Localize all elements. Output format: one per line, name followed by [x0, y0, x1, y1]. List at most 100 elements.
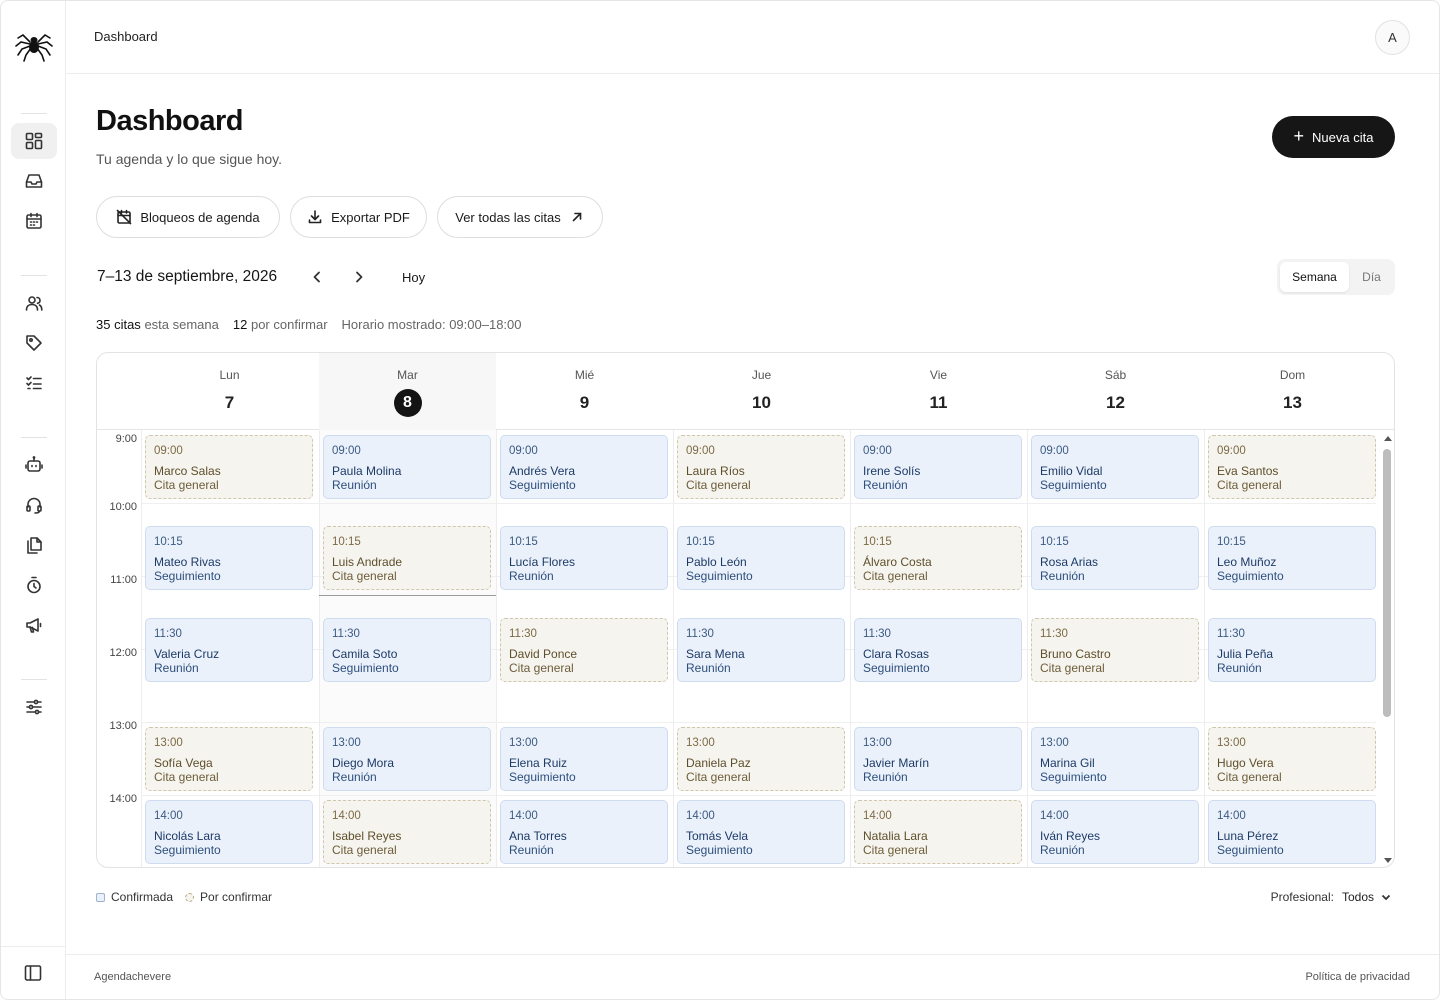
appointment-time: 09:00 — [509, 445, 538, 457]
appointment-card[interactable]: 11:30 Sara Mena Reunión — [677, 618, 845, 682]
appointment-card[interactable]: 09:00 Andrés Vera Seguimiento — [500, 435, 668, 499]
sidebar-toggle-button[interactable] — [10, 955, 56, 991]
professional-select[interactable]: Todos — [1342, 890, 1392, 904]
appointment-time: 10:15 — [863, 536, 892, 548]
appointment-card[interactable]: 14:00 Nicolás Lara Seguimiento — [145, 800, 313, 864]
appointment-card[interactable]: 11:30 Clara Rosas Seguimiento — [854, 618, 1022, 682]
appointment-type: Reunión — [154, 661, 199, 675]
sidebar-item-campaigns[interactable] — [11, 607, 57, 643]
appointment-client: Laura Ríos — [686, 464, 745, 478]
appointment-card[interactable]: 10:15 Leo Muñoz Seguimiento — [1208, 526, 1376, 590]
day-header[interactable]: Jue 10 — [673, 353, 850, 430]
appointment-card[interactable]: 14:00 Iván Reyes Reunión — [1031, 800, 1199, 864]
appointment-card[interactable]: 14:00 Isabel Reyes Cita general — [323, 800, 491, 864]
appointment-time: 10:15 — [1040, 536, 1069, 548]
new-appointment-button[interactable]: + Nueva cita — [1272, 116, 1395, 158]
appointment-card[interactable]: 13:00 Marina Gil Seguimiento — [1031, 727, 1199, 791]
new-appointment-label: Nueva cita — [1312, 129, 1374, 145]
export-pdf-button[interactable]: Exportar PDF — [290, 196, 427, 238]
appointment-card[interactable]: 10:15 Álvaro Costa Cita general — [854, 526, 1022, 590]
spider-logo-icon[interactable] — [15, 25, 53, 63]
appointment-card[interactable]: 13:00 Elena Ruiz Seguimiento — [500, 727, 668, 791]
appointment-card[interactable]: 11:30 Julia Peña Reunión — [1208, 618, 1376, 682]
appointment-time: 09:00 — [1040, 445, 1069, 457]
privacy-policy-link[interactable]: Política de privacidad — [1305, 971, 1410, 983]
appointment-card[interactable]: 11:30 David Ponce Cita general — [500, 618, 668, 682]
appointment-card[interactable]: 11:30 Valeria Cruz Reunión — [145, 618, 313, 682]
avatar[interactable]: A — [1375, 20, 1410, 55]
sidebar-item-support[interactable] — [11, 487, 57, 523]
appointment-client: Nicolás Lara — [154, 829, 221, 843]
day-header[interactable]: Mié 9 — [496, 353, 673, 430]
appointment-card[interactable]: 09:00 Paula Molina Reunión — [323, 435, 491, 499]
sidebar-item-settings[interactable] — [11, 689, 57, 725]
sidebar-item-timer[interactable] — [11, 567, 57, 603]
next-week-button[interactable] — [349, 266, 369, 288]
professional-filter: Profesional: Todos — [1271, 890, 1392, 904]
appointment-card[interactable]: 10:15 Luis Andrade Cita general — [323, 526, 491, 590]
sidebar-item-tasks[interactable] — [11, 365, 57, 401]
day-header[interactable]: Vie 11 — [850, 353, 1027, 430]
appointment-card[interactable]: 10:15 Pablo León Seguimiento — [677, 526, 845, 590]
confirmed-swatch — [96, 892, 105, 902]
appointment-card[interactable]: 14:00 Ana Torres Reunión — [500, 800, 668, 864]
appointment-card[interactable]: 14:00 Tomás Vela Seguimiento — [677, 800, 845, 864]
day-name: Jue — [751, 368, 772, 382]
sidebar-item-documents[interactable] — [11, 527, 57, 563]
sidebar-item-calendar[interactable] — [11, 203, 57, 239]
appointment-card[interactable]: 14:00 Luna Pérez Seguimiento — [1208, 800, 1376, 864]
sidebar-item-tags[interactable] — [11, 325, 57, 361]
day-header[interactable]: Lun 7 — [141, 353, 318, 430]
appointment-client: Rosa Arias — [1040, 555, 1099, 569]
appointment-client: Mateo Rivas — [154, 555, 221, 569]
breadcrumb[interactable]: Dashboard — [94, 29, 158, 44]
previous-week-button[interactable] — [307, 266, 327, 288]
appointment-card[interactable]: 13:00 Diego Mora Reunión — [323, 727, 491, 791]
appointment-time: 13:00 — [509, 737, 538, 749]
appointment-card[interactable]: 09:00 Laura Ríos Cita general — [677, 435, 845, 499]
appointment-type: Seguimiento — [1217, 569, 1284, 583]
appointment-time: 13:00 — [863, 737, 892, 749]
footer-brand: Agendachevere — [94, 971, 172, 983]
appointment-time: 13:00 — [686, 737, 715, 749]
appointment-card[interactable]: 09:00 Eva Santos Cita general — [1208, 435, 1376, 499]
agenda-blocks-button[interactable]: Bloqueos de agenda — [96, 196, 280, 238]
view-day-tab[interactable]: Día — [1362, 270, 1381, 284]
sidebar-divider — [21, 679, 47, 680]
appointment-time: 14:00 — [332, 810, 361, 822]
sidebar-item-dashboard[interactable] — [11, 123, 57, 159]
appointment-client: Natalia Lara — [863, 829, 928, 843]
view-all-appointments-button[interactable]: Ver todas las citas — [437, 196, 603, 238]
appointment-type: Seguimiento — [509, 770, 576, 784]
appointment-card[interactable]: 14:00 Natalia Lara Cita general — [854, 800, 1022, 864]
view-week-tab[interactable]: Semana — [1280, 262, 1349, 292]
today-button[interactable]: Hoy — [402, 270, 426, 285]
appointment-card[interactable]: 09:00 Marco Salas Cita general — [145, 435, 313, 499]
date-range: 7–13 de septiembre, 2026 — [97, 268, 278, 285]
sidebar-item-inbox[interactable] — [11, 163, 57, 199]
day-header[interactable]: Dom 13 — [1204, 353, 1381, 430]
appointment-card[interactable]: 11:30 Camila Soto Seguimiento — [323, 618, 491, 682]
calendar-scrollbar[interactable] — [1382, 430, 1394, 867]
appointment-card[interactable]: 10:15 Lucía Flores Reunión — [500, 526, 668, 590]
day-header[interactable]: Mar 8 — [319, 353, 496, 430]
sidebar-item-bot[interactable] — [11, 447, 57, 483]
scroll-down-arrow-icon[interactable] — [1384, 858, 1392, 863]
appointment-card[interactable]: 13:00 Javier Marín Reunión — [854, 727, 1022, 791]
sidebar-item-users[interactable] — [11, 285, 57, 321]
scroll-up-arrow-icon[interactable] — [1384, 436, 1392, 441]
appointment-card[interactable]: 13:00 Daniela Paz Cita general — [677, 727, 845, 791]
appointment-card[interactable]: 13:00 Sofía Vega Cita general — [145, 727, 313, 791]
appointment-card[interactable]: 10:15 Rosa Arias Reunión — [1031, 526, 1199, 590]
appointment-card[interactable]: 10:15 Mateo Rivas Seguimiento — [145, 526, 313, 590]
appointment-time: 09:00 — [1217, 445, 1246, 457]
appointment-card[interactable]: 09:00 Irene Solís Reunión — [854, 435, 1022, 499]
scrollbar-thumb[interactable] — [1383, 449, 1391, 717]
appointment-card[interactable]: 09:00 Emilio Vidal Seguimiento — [1031, 435, 1199, 499]
sidebar-footer-divider — [1, 946, 66, 947]
appointment-card[interactable]: 13:00 Hugo Vera Cita general — [1208, 727, 1376, 791]
day-header[interactable]: Sáb 12 — [1027, 353, 1204, 430]
appointment-card[interactable]: 11:30 Bruno Castro Cita general — [1031, 618, 1199, 682]
appointment-time: 13:00 — [1040, 737, 1069, 749]
shown-hours: Horario mostrado: 09:00–18:00 — [341, 317, 522, 332]
